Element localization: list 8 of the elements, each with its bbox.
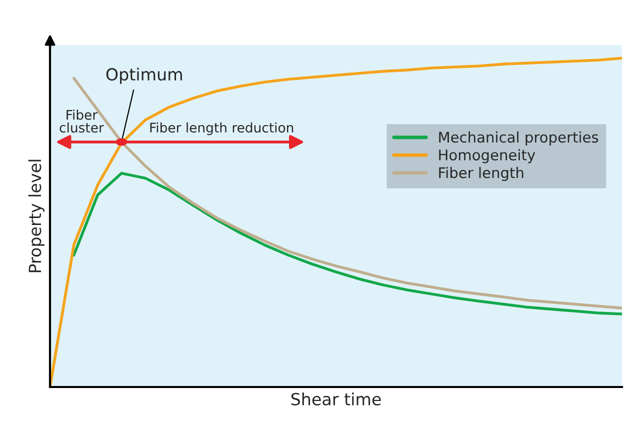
annotation: Optimum: [106, 68, 182, 84]
x-axis-title: Shear time: [291, 392, 381, 406]
annotation: Fiber cluster: [60, 110, 104, 133]
y-axis-title: Property level: [28, 160, 44, 272]
legend-label: Fiber length: [439, 166, 524, 182]
legend-label: Homogeneity: [439, 149, 536, 164]
annotation: Fiber length reduction: [150, 122, 294, 136]
legend-label: Mechanical properties: [439, 131, 598, 146]
